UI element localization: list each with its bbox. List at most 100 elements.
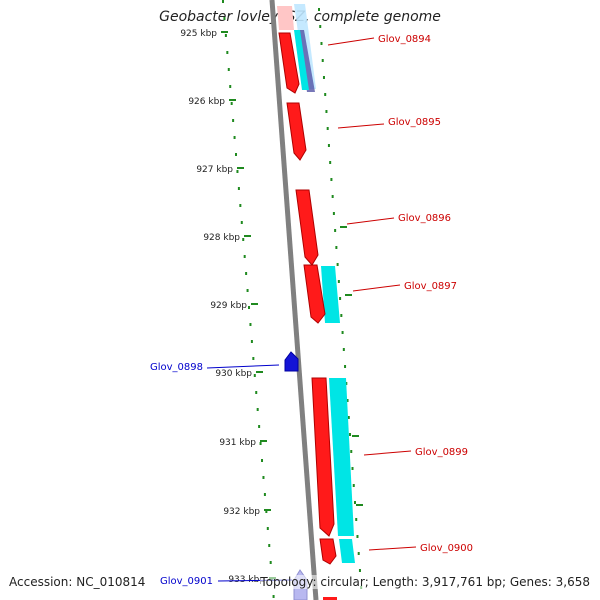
minor-tick [268, 544, 271, 547]
minor-tick [318, 8, 320, 11]
track-feature [339, 539, 355, 563]
minor-tick [339, 297, 342, 300]
minor-tick [355, 518, 358, 521]
gene-arrow[interactable] [278, 32, 300, 94]
minor-tick [230, 102, 233, 105]
minor-tick [332, 212, 335, 215]
gene-arrow[interactable] [319, 538, 337, 565]
minor-tick [336, 263, 339, 266]
gene-arrow[interactable] [284, 351, 299, 372]
minor-tick [240, 221, 243, 224]
minor-tick [253, 374, 256, 377]
minor-tick [232, 119, 235, 122]
gene-arrow[interactable] [311, 377, 335, 537]
minor-tick [269, 561, 272, 564]
minor-tick [262, 476, 265, 479]
minor-tick [337, 280, 340, 283]
minor-tick [334, 229, 337, 232]
minor-tick [350, 450, 353, 453]
minor-tick [325, 110, 328, 113]
minor-tick [245, 272, 248, 275]
minor-tick [237, 187, 240, 190]
tick-label: 931 kbp [219, 438, 256, 448]
label-leader-line [337, 123, 385, 129]
gene-arrow[interactable] [303, 264, 326, 324]
minor-tick [329, 161, 332, 164]
minor-tick [351, 467, 354, 470]
minor-tick [349, 433, 352, 436]
minor-tick [353, 501, 356, 504]
minor-tick [346, 399, 349, 402]
minor-tick [243, 255, 246, 258]
minor-tick [342, 348, 345, 351]
gene-arrow[interactable] [286, 102, 307, 161]
minor-tick [320, 42, 323, 45]
label-leader-line [363, 450, 412, 456]
gene-label[interactable]: Glov_0894 [378, 34, 431, 45]
minor-tick [345, 382, 348, 385]
tick-label: 926 kbp [188, 97, 225, 107]
minor-tick [265, 510, 268, 513]
label-leader-line [346, 217, 395, 225]
genome-summary: Topology: circular; Length: 3,917,761 bp… [260, 575, 590, 589]
gene-label[interactable]: Glov_0897 [404, 281, 457, 292]
minor-tick [321, 59, 324, 62]
track-feature [277, 6, 294, 30]
minor-tick [327, 144, 330, 147]
gene-label[interactable]: Glov_0898 [150, 362, 203, 373]
minor-tick [335, 246, 338, 249]
minor-tick [356, 535, 359, 538]
minor-tick [259, 442, 262, 445]
minor-tick [223, 17, 226, 20]
minor-tick [352, 484, 355, 487]
tick-label: 928 kbp [203, 233, 240, 243]
track-feature [329, 378, 354, 536]
minor-tick [248, 306, 251, 309]
minor-tick [233, 136, 236, 139]
minor-tick [226, 51, 229, 54]
minor-tick [330, 178, 333, 181]
minor-tick [347, 416, 350, 419]
genome-backbone [269, 0, 319, 600]
minor-tick [249, 323, 252, 326]
track-features [277, 4, 355, 563]
ruler-tick-labels: 925 kbp 926 kbp 927 kbp 928 kbp 929 kbp 930 k… [180, 29, 265, 585]
minor-tick [272, 595, 275, 598]
minor-tick [236, 170, 239, 173]
gene-label[interactable]: Glov_0901 [160, 576, 213, 587]
minor-tick [326, 127, 329, 130]
minor-tick [344, 365, 347, 368]
minor-tick [222, 0, 224, 3]
minor-tick [357, 552, 360, 555]
tick-label: 933 kbp [228, 575, 265, 585]
gene-label[interactable]: Glov_0900 [420, 543, 473, 554]
gene-arrow[interactable] [295, 189, 319, 266]
minor-tick [224, 34, 227, 37]
minor-tick [324, 93, 327, 96]
gene-labels: Glov_0894 Glov_0895 Glov_0896 Glov_0897 Glov… [150, 34, 473, 587]
tick-label: 930 kbp [215, 369, 252, 379]
minor-tick [246, 289, 249, 292]
minor-tick [341, 331, 344, 334]
gene-arrow[interactable] [323, 597, 337, 600]
tick-label: 927 kbp [196, 165, 233, 175]
tick-label: 929 kbp [210, 301, 247, 311]
label-leader-line [327, 37, 375, 46]
minor-tick [250, 340, 253, 343]
minor-tick [252, 357, 255, 360]
minor-tick [258, 425, 261, 428]
minor-tick [261, 459, 264, 462]
minor-tick [322, 76, 325, 79]
minor-tick [255, 391, 258, 394]
gene-label[interactable]: Glov_0895 [388, 117, 441, 128]
track-feature [321, 266, 340, 323]
minor-tick [263, 493, 266, 496]
gene-label[interactable]: Glov_0896 [398, 213, 451, 224]
tick-label: 932 kbp [223, 507, 260, 517]
gene-label[interactable]: Glov_0899 [415, 447, 468, 458]
minor-tick [242, 238, 245, 241]
label-leader-line [352, 284, 401, 292]
minor-tick [319, 25, 322, 28]
minor-tick [358, 569, 361, 572]
